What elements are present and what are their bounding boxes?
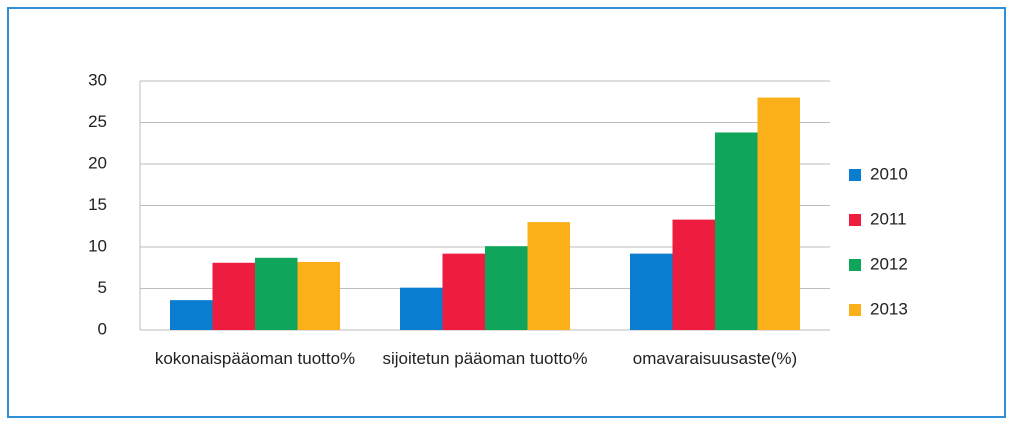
legend-swatch <box>849 214 861 226</box>
x-tick-label: kokonaispääoman tuotto% <box>154 349 356 368</box>
y-tick-label: 0 <box>98 319 107 338</box>
frame-border <box>7 7 1006 418</box>
legend-label: 2011 <box>870 209 907 228</box>
legend-label: 2010 <box>870 164 908 183</box>
legend-swatch <box>849 169 861 181</box>
x-tick-label: omavaraisuusaste(%) <box>632 349 798 368</box>
bar <box>672 219 715 330</box>
bar <box>212 262 255 330</box>
bar <box>400 287 443 330</box>
legend-label: 2013 <box>870 299 908 318</box>
y-tick-label: 25 <box>88 112 107 131</box>
legend-label: 2012 <box>870 254 908 273</box>
legend-swatch <box>849 259 861 271</box>
bar <box>297 261 340 330</box>
bar <box>630 253 673 330</box>
legend-swatch <box>849 304 861 316</box>
bar <box>442 253 485 330</box>
y-tick-label: 5 <box>98 278 107 297</box>
y-tick-label: 10 <box>88 236 107 255</box>
bar <box>757 97 800 330</box>
bar <box>170 300 213 330</box>
x-tick-label: sijoitetun pääoman tuotto% <box>382 349 588 368</box>
bar <box>485 246 528 330</box>
y-tick-label: 15 <box>88 195 107 214</box>
bar <box>715 132 758 330</box>
y-tick-label: 30 <box>88 70 107 89</box>
bar <box>527 222 570 330</box>
bar <box>255 257 298 330</box>
y-tick-label: 20 <box>88 153 107 172</box>
